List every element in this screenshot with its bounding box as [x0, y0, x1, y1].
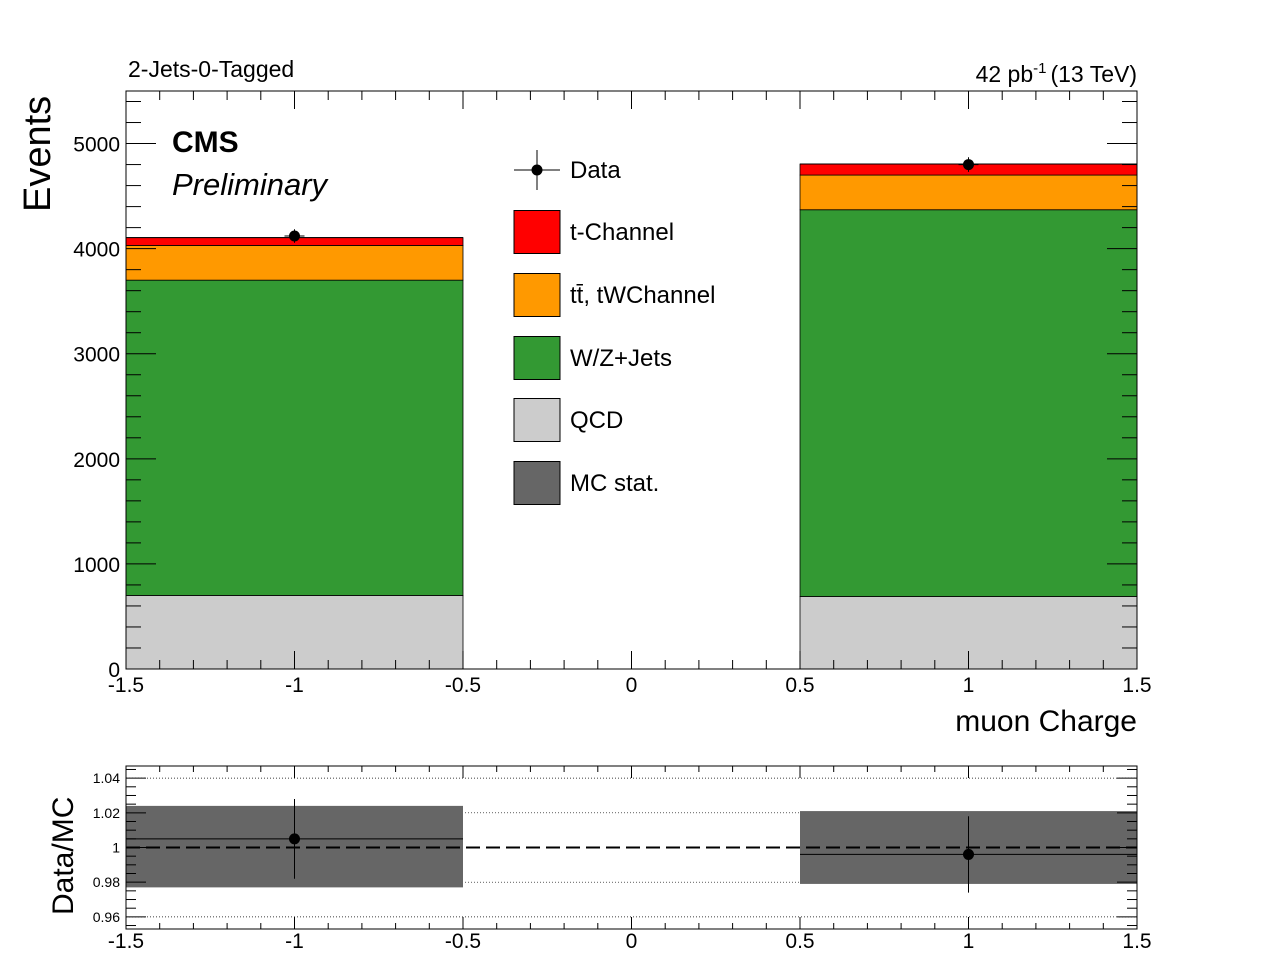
- ratio-x-tick-label: -0.5: [445, 930, 481, 953]
- ratio-x-tick-label: 1: [963, 930, 975, 953]
- ratio-x-tick-label: -1: [285, 930, 304, 953]
- main-plot: -1.5 -1 -0.5 0 0.5 1 1.5 0 1000 2000 3000 4000 5000: [73, 90, 1152, 697]
- bar-0-series-1: [125, 279, 464, 596]
- x-tick-label: 0.5: [785, 674, 814, 697]
- category-label: 2-Jets-0-Tagged: [128, 56, 294, 82]
- legend-label-5: MC stat.: [570, 470, 659, 497]
- ratio-x-tick-label: -1.5: [108, 930, 144, 953]
- y-tick-label: 1000: [73, 554, 120, 577]
- data-point: [289, 230, 300, 242]
- x-tick-label: 1: [963, 674, 975, 697]
- legend-swatch-1: [513, 210, 561, 254]
- bar-1-series-2: [799, 174, 1138, 211]
- legend-swatch-2: [513, 273, 561, 317]
- ratio-y-tick-label: 0.98: [93, 874, 120, 890]
- ratio-point: [289, 833, 300, 845]
- data-point: [963, 159, 974, 171]
- energy-label: (13 TeV): [1050, 61, 1137, 87]
- x-tick-label: 0: [626, 674, 638, 697]
- bar-1-series-1: [799, 209, 1138, 597]
- x-tick-label: -0.5: [445, 674, 481, 697]
- y-tick-label: 0: [108, 659, 120, 682]
- ratio-y-tick-label: 1.02: [93, 805, 120, 821]
- ratio-x-tick-label: 0.5: [785, 930, 814, 953]
- y-tick-label: 2000: [73, 449, 120, 472]
- x-tick-label: -1: [285, 674, 304, 697]
- lumi-exponent: -1: [1033, 60, 1046, 77]
- legend-data-marker: [531, 164, 543, 176]
- ratio-y-tick-label: 1.04: [93, 770, 120, 786]
- y-tick-label: 5000: [73, 134, 120, 157]
- legend-label-1: t-Channel: [570, 219, 674, 246]
- lumi-label: 42 pb-1 (13 TeV): [976, 60, 1137, 87]
- legend-swatch-3: [513, 336, 561, 380]
- legend-label-0: Data: [570, 157, 621, 184]
- ratio-plot: -1.5 -1 -0.5 0 0.5 1 1.5 0.96 0.98 1 1.02 1.04: [93, 765, 1152, 953]
- legend-label-2: tt̄, tWChannel: [570, 282, 715, 309]
- legend-swatch-5: [513, 461, 561, 505]
- x-tick-label: -1.5: [108, 674, 144, 697]
- cms-label: CMS: [172, 126, 239, 159]
- preliminary-label: Preliminary: [172, 167, 330, 202]
- y-tick-label: 3000: [73, 344, 120, 367]
- ratio-point: [963, 848, 974, 860]
- x-axis-title: muon Charge: [955, 705, 1137, 738]
- y-tick-label: 4000: [73, 239, 120, 262]
- lumi-value: 42 pb: [976, 61, 1034, 87]
- ratio-x-tick-label: 1.5: [1122, 930, 1151, 953]
- ratio-x-tick-label: 0: [626, 930, 638, 953]
- ratio-y-axis-title: Data/MC: [47, 797, 80, 915]
- ratio-y-tick-label: 1: [112, 840, 120, 856]
- bar-0-series-2: [125, 245, 464, 281]
- legend-label-3: W/Z+Jets: [570, 345, 672, 372]
- legend-swatch-4: [513, 398, 561, 442]
- x-tick-label: 1.5: [1122, 674, 1151, 697]
- ratio-y-tick-label: 0.96: [93, 909, 120, 925]
- y-axis-title: Events: [17, 96, 59, 212]
- legend: Data t-Channel tt̄, tWChannel W/Z+Jets QCD MC…: [513, 150, 715, 505]
- legend-label-4: QCD: [570, 407, 623, 434]
